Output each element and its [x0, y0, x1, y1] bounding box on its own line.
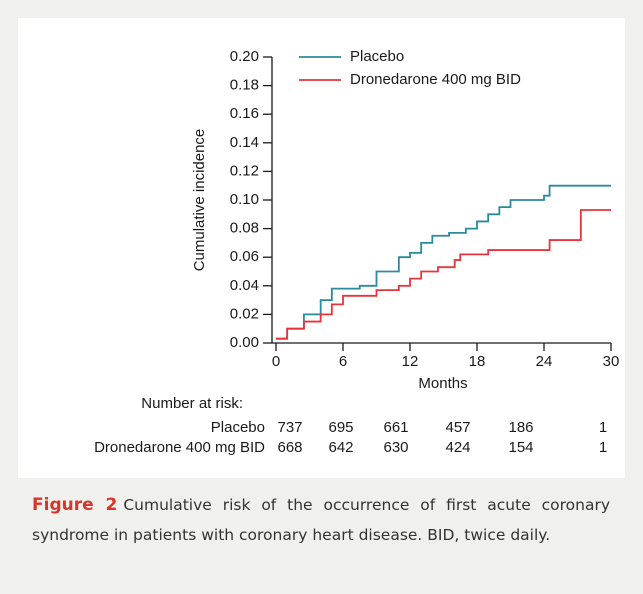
y-tick-label: 0.16	[230, 105, 259, 122]
y-tick-label: 0.10	[230, 191, 259, 208]
at-risk-title: Number at risk:	[141, 395, 243, 412]
legend-label: Dronedarone 400 mg BID	[350, 71, 521, 88]
at-risk-count: 457	[445, 419, 470, 436]
y-axis-label: Cumulative incidence	[191, 129, 208, 272]
x-tick-label: 24	[536, 353, 553, 370]
at-risk-count: 642	[328, 439, 353, 456]
at-risk-count: 695	[328, 419, 353, 436]
at-risk-count: 154	[508, 439, 533, 456]
x-tick-label: 18	[469, 353, 486, 370]
x-tick-label: 12	[402, 353, 419, 370]
at-risk-count: 424	[445, 439, 470, 456]
at-risk-count: 668	[277, 439, 302, 456]
caption-text: Cumulative risk of the occurrence of fir…	[32, 496, 611, 544]
legend-label: Placebo	[350, 48, 404, 65]
y-tick-label: 0.12	[230, 162, 259, 179]
caption: Figure 2 Cumulative risk of the occurrenc…	[32, 490, 610, 550]
x-tick-label: 6	[339, 353, 347, 370]
x-tick-label: 0	[272, 353, 280, 370]
at-risk-count: 661	[383, 419, 408, 436]
y-tick-label: 0.06	[230, 248, 259, 265]
at-risk-row-label: Placebo	[211, 419, 265, 436]
y-tick-label: 0.08	[230, 220, 259, 237]
x-tick-label: 30	[603, 353, 620, 370]
at-risk-count: 1	[599, 419, 607, 436]
x-axis-label: Months	[418, 375, 467, 392]
y-tick-label: 0.18	[230, 77, 259, 94]
y-tick-label: 0.20	[230, 48, 259, 65]
at-risk-count: 737	[277, 419, 302, 436]
series-line	[276, 209, 611, 340]
figure-panel	[18, 18, 625, 478]
at-risk-count: 630	[383, 439, 408, 456]
at-risk-row-label: Dronedarone 400 mg BID	[94, 439, 265, 456]
caption-label: Figure 2	[32, 495, 118, 515]
y-tick-label: 0.04	[230, 277, 259, 294]
at-risk-count: 1	[599, 439, 607, 456]
at-risk-count: 186	[508, 419, 533, 436]
y-tick-label: 0.14	[230, 134, 259, 151]
y-tick-label: 0.00	[230, 334, 259, 351]
series-line	[276, 184, 611, 340]
y-tick-label: 0.02	[230, 305, 259, 322]
